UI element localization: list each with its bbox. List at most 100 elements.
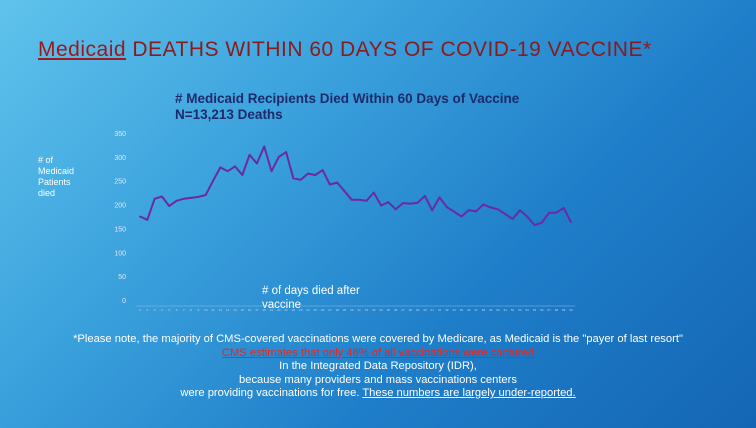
- x-tick-label: 2: [146, 308, 148, 312]
- data-point: [380, 204, 382, 207]
- x-tick-label: 10: [204, 308, 208, 312]
- x-tick-label: 22: [292, 308, 296, 312]
- x-tick-label: 3: [154, 308, 156, 312]
- data-point: [329, 183, 331, 186]
- data-point: [219, 166, 222, 169]
- data-point: [511, 217, 514, 220]
- data-point: [248, 154, 251, 156]
- data-point: [504, 213, 507, 216]
- data-point: [467, 209, 470, 212]
- x-tick-label: 9: [198, 308, 200, 312]
- data-point: [168, 205, 171, 207]
- data-point: [161, 195, 163, 198]
- x-tick-label: 42: [438, 308, 442, 312]
- footnote-line5-plain: were providing vaccinations for free.: [180, 387, 363, 399]
- x-tick-label: 60: [569, 308, 573, 312]
- data-point: [489, 206, 492, 209]
- slide-title-highlight: Medicaid: [38, 38, 127, 61]
- data-point: [204, 194, 207, 196]
- data-point: [146, 218, 149, 221]
- x-tick-label: 4: [161, 308, 163, 312]
- data-point: [197, 196, 200, 198]
- x-tick-label: 29: [343, 308, 347, 312]
- x-tick-label: 19: [270, 308, 274, 312]
- x-tick-label: 14: [233, 308, 237, 312]
- footnote-line4: because many providers and mass vaccinat…: [239, 373, 517, 386]
- y-tick-label: 300: [114, 155, 126, 162]
- data-point: [365, 199, 368, 202]
- x-tick-label: 34: [379, 308, 383, 312]
- data-point: [314, 174, 317, 176]
- x-tick-label: 23: [299, 308, 303, 312]
- x-tick-label: 50: [496, 308, 500, 312]
- x-tick-label: 36: [394, 308, 398, 312]
- footnote-line1: *Please note, the majority of CMS-covere…: [73, 333, 683, 345]
- x-tick-label: 56: [540, 308, 544, 312]
- data-point: [226, 170, 229, 173]
- data-point: [307, 172, 309, 175]
- x-tick-label: 48: [482, 308, 486, 312]
- data-point: [475, 210, 477, 213]
- data-point: [555, 211, 558, 214]
- slide-title-rest: deaths within 60 days of COVID-19 Vaccin…: [126, 38, 652, 61]
- x-tick-label: 53: [518, 308, 522, 312]
- x-tick-label: 15: [241, 308, 245, 312]
- x-tick-label: 41: [431, 308, 435, 312]
- x-tick-label: 51: [504, 308, 508, 312]
- x-tick-label: 7: [183, 308, 185, 312]
- x-tick-label: 8: [190, 308, 192, 312]
- data-point: [570, 221, 572, 224]
- x-tick-label: 17: [255, 308, 259, 312]
- footnote: *Please note, the majority of CMS-covere…: [22, 333, 734, 401]
- x-tick-label: 37: [401, 308, 405, 312]
- x-tick-label: 25: [314, 308, 318, 312]
- data-point: [445, 206, 448, 208]
- data-point: [139, 215, 141, 218]
- data-point: [212, 179, 214, 182]
- data-point: [321, 169, 324, 172]
- x-tick-label: 38: [409, 308, 413, 312]
- data-point: [387, 201, 390, 204]
- x-tick-label: 20: [277, 308, 281, 312]
- data-point: [153, 197, 156, 200]
- data-point: [263, 145, 266, 148]
- x-tick-label: 43: [445, 308, 449, 312]
- data-point: [372, 191, 375, 194]
- x-tick-label: 59: [562, 308, 566, 312]
- series-line: [139, 145, 572, 227]
- x-tick-label: 44: [452, 308, 456, 312]
- data-point: [299, 178, 302, 181]
- footnote-line3: In the Integrated Data Repository (IDR),: [279, 360, 477, 372]
- x-tick-label: 57: [547, 308, 551, 312]
- x-tick-label: 18: [263, 308, 267, 312]
- data-point: [540, 221, 543, 224]
- data-point: [175, 199, 178, 202]
- data-point: [409, 202, 412, 205]
- data-point: [394, 208, 397, 211]
- x-tick-label: 21: [284, 308, 288, 312]
- x-tick-label: 12: [219, 308, 223, 312]
- data-point: [431, 209, 434, 212]
- x-tick-label: 24: [306, 308, 310, 312]
- x-tick-label: 28: [336, 308, 340, 312]
- data-point: [518, 209, 521, 212]
- y-tick-label: 200: [114, 203, 126, 210]
- data-point: [234, 165, 236, 168]
- data-point: [182, 197, 185, 200]
- data-point: [533, 224, 536, 226]
- chart-title-line2: N=13,213 Deaths: [175, 107, 283, 122]
- data-point: [548, 211, 550, 214]
- x-tick-label: 26: [321, 308, 325, 312]
- footnote-cms-estimate: CMS estimates that only 48% of all vacci…: [221, 346, 535, 359]
- data-point: [241, 174, 244, 176]
- y-tick-label: 250: [114, 179, 126, 186]
- x-tick-label: 52: [511, 308, 515, 312]
- data-point: [416, 201, 419, 204]
- slide-title: Medicaid deaths within 60 days of COVID-…: [38, 38, 738, 62]
- x-tick-label: 27: [328, 308, 332, 312]
- x-tick-label: 1: [139, 308, 141, 312]
- data-point: [277, 155, 280, 158]
- y-tick-label: 50: [118, 274, 126, 281]
- footnote-line5: were providing vaccinations for free. Th…: [22, 387, 734, 401]
